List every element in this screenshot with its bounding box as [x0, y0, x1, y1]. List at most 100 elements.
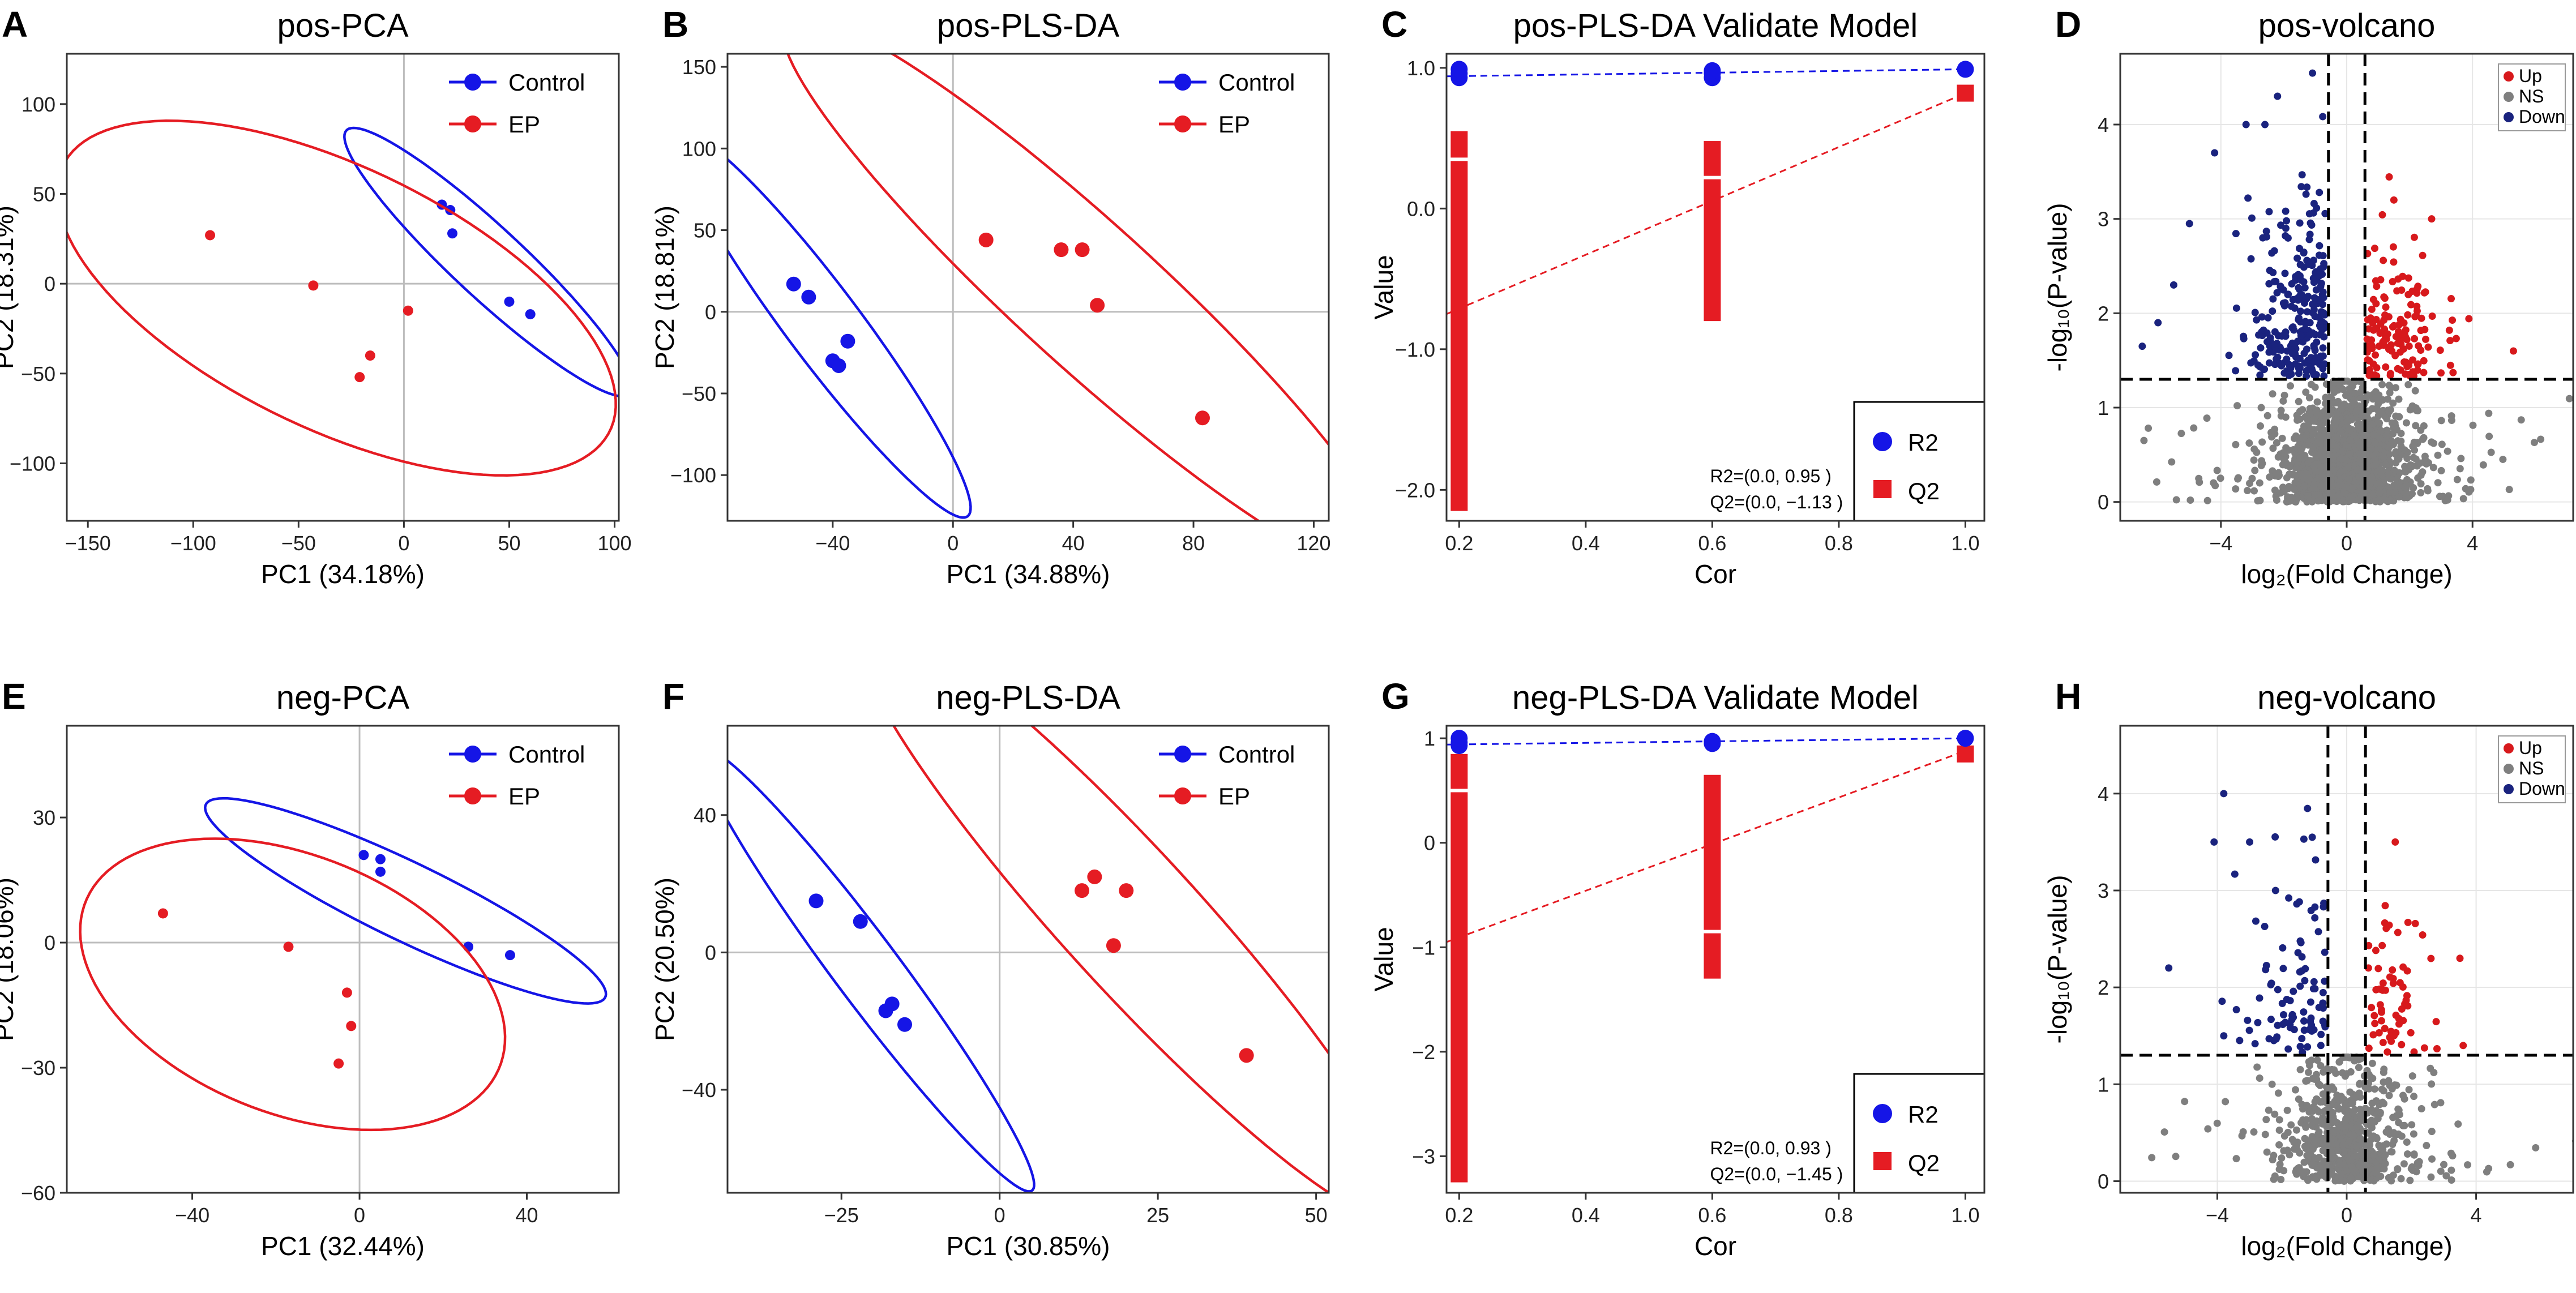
volcano-point-ns — [2300, 482, 2308, 490]
volcano-point-down — [2273, 289, 2281, 297]
ellipse-control — [728, 157, 972, 519]
volcano-point-down — [2282, 332, 2290, 340]
volcano-point-down — [2277, 283, 2284, 291]
volcano-point-down — [2281, 269, 2289, 277]
q2-fit-label: Q2=(0.0, −1.13 ) — [1710, 492, 1843, 512]
volcano-point-down — [2310, 301, 2318, 309]
volcano-point-down — [2232, 367, 2240, 375]
volcano-point-ns — [2380, 1068, 2387, 1076]
volcano-point-up — [2411, 919, 2419, 927]
volcano-point-ns — [2321, 462, 2329, 470]
chart-title: neg-volcano — [2257, 679, 2436, 716]
volcano-point-ns — [2389, 1114, 2397, 1121]
volcano-point-ns — [2348, 495, 2356, 503]
volcano-point-ns — [2408, 1072, 2416, 1080]
volcano-point-down — [2251, 1040, 2259, 1048]
volcano-point-ns — [2398, 1132, 2406, 1140]
volcano-point-up — [2398, 1041, 2406, 1048]
volcano-point-ns — [2344, 463, 2352, 471]
volcano-point-up — [2459, 1042, 2467, 1050]
volcano-point-ns — [2420, 434, 2428, 442]
x-tick-label: 0.6 — [1698, 1204, 1726, 1227]
volcano-point-ns — [2351, 478, 2359, 486]
volcano-point-down — [2304, 357, 2312, 365]
y-tick-label: 0 — [2098, 1170, 2109, 1193]
volcano-point-up — [2407, 301, 2415, 309]
volcano-point-ns — [2350, 396, 2357, 404]
volcano-point-down — [2271, 343, 2279, 351]
volcano-point-up — [2428, 215, 2436, 223]
x-tick-label: 0 — [994, 1204, 1005, 1227]
volcano-point-ns — [2505, 486, 2513, 494]
volcano-point-ns — [2417, 480, 2425, 488]
chart-title: pos-PCA — [277, 7, 408, 44]
volcano-point-ns — [2378, 380, 2386, 388]
volcano-point-ns — [2373, 405, 2381, 413]
q2-permutation-bar — [1704, 933, 1721, 979]
volcano-point-down — [2296, 292, 2304, 299]
volcano-point-up — [2422, 335, 2430, 343]
x-tick-label: −150 — [65, 532, 111, 555]
volcano-point-down — [2320, 309, 2327, 317]
volcano-point-down — [2265, 348, 2273, 356]
volcano-point-up — [2447, 295, 2455, 303]
volcano-point-ns — [2283, 1106, 2291, 1114]
volcano-point-ns — [2283, 1146, 2291, 1154]
volcano-point-down — [2253, 316, 2261, 324]
volcano-point-ns — [2467, 486, 2475, 494]
volcano-point-ns — [2423, 460, 2430, 468]
volcano-point-ns — [2286, 470, 2293, 478]
volcano-point-ns — [2377, 427, 2385, 435]
legend-box — [1853, 401, 1986, 522]
volcano-point-ns — [2328, 1154, 2336, 1162]
volcano-point-down — [2312, 371, 2320, 379]
volcano-point-down — [2256, 371, 2264, 379]
volcano-point-ns — [2428, 1080, 2436, 1088]
volcano-point-down — [2303, 367, 2310, 375]
ellipse-ep — [79, 837, 507, 1132]
point-control — [840, 333, 855, 349]
volcano-point-ns — [2314, 497, 2322, 505]
volcano-point-ns — [2346, 1088, 2354, 1096]
volcano-point-ns — [2239, 1128, 2247, 1136]
volcano-point-ns — [2437, 466, 2445, 474]
volcano-point-up — [2367, 314, 2374, 322]
volcano-point-ns — [2310, 1154, 2318, 1162]
volcano-point-ns — [2318, 1169, 2326, 1177]
volcano-point-up — [2394, 275, 2402, 283]
volcano-point-ns — [2280, 1167, 2288, 1175]
q2-permutation-bar — [1704, 141, 1721, 176]
volcano-point-down — [2252, 917, 2260, 925]
volcano-point-down — [2301, 284, 2309, 292]
volcano-point-ns — [2388, 438, 2396, 446]
volcano-point-up — [2369, 1031, 2377, 1039]
volcano-point-ns — [2250, 487, 2258, 495]
volcano-point-ns — [2368, 1059, 2376, 1067]
ellipse-ep — [67, 119, 617, 477]
point-ep — [978, 232, 994, 247]
plot-frame — [66, 725, 620, 1194]
volcano-point-ns — [2390, 466, 2398, 474]
volcano-point-ns — [2277, 1175, 2285, 1183]
plot-area — [1447, 61, 1974, 511]
volcano-point-down — [2279, 944, 2287, 952]
volcano-point-ns — [2343, 377, 2351, 385]
volcano-point-ns — [2253, 1063, 2261, 1071]
volcano-point-down — [2240, 332, 2248, 340]
ellipse-ep — [892, 726, 1329, 1193]
volcano-point-ns — [2355, 1064, 2363, 1072]
volcano-point-down — [2267, 1016, 2275, 1024]
volcano-point-down — [2305, 260, 2313, 268]
volcano-point-ns — [2256, 422, 2264, 430]
volcano-point-down — [2256, 994, 2263, 1002]
volcano-point-ns — [2256, 479, 2263, 487]
volcano-point-up — [2377, 1008, 2385, 1016]
volcano-point-ns — [2372, 450, 2380, 458]
volcano-point-down — [2267, 979, 2275, 987]
volcano-point-up — [2417, 314, 2425, 322]
volcano-point-down — [2316, 189, 2323, 196]
volcano-point-ns — [2286, 382, 2294, 390]
volcano-point-down — [2300, 248, 2308, 256]
volcano-point-up — [2394, 328, 2402, 336]
